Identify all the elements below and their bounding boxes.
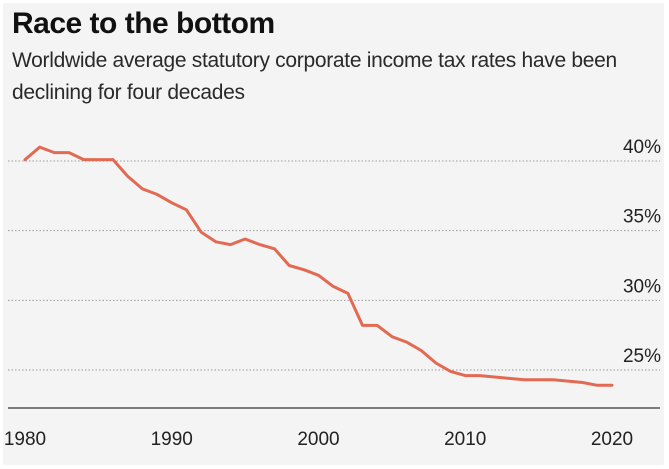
x-tick-label: 2000 bbox=[297, 429, 339, 450]
x-tick-label: 1990 bbox=[151, 429, 193, 450]
y-tick-label: 25% bbox=[623, 346, 661, 367]
x-tick-labels: 1980 1990 2000 2010 2020 bbox=[4, 429, 633, 450]
y-tick-label: 40% bbox=[623, 137, 661, 158]
x-tick-label: 1980 bbox=[4, 429, 46, 450]
x-tick-label: 2010 bbox=[444, 429, 486, 450]
series-layer bbox=[23, 145, 614, 387]
chart-title: Race to the bottom bbox=[12, 7, 275, 40]
series-line-tax-rate bbox=[23, 145, 614, 387]
y-tick-label: 35% bbox=[623, 207, 661, 228]
chart-subtitle: Worldwide average statutory corporate in… bbox=[12, 49, 617, 104]
y-tick-label: 30% bbox=[623, 276, 661, 297]
chart-card bbox=[3, 3, 664, 465]
x-tick-label: 2020 bbox=[591, 429, 633, 450]
y-tick-labels: 25% 30% 35% 40% bbox=[623, 137, 661, 367]
gridlines bbox=[8, 160, 660, 371]
